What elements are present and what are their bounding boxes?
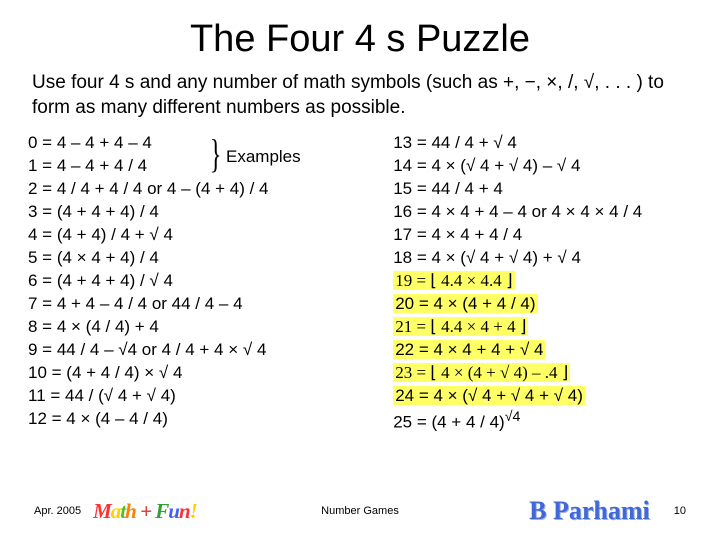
page-number: 10	[674, 505, 686, 517]
footer-date: Apr. 2005	[34, 505, 81, 517]
equation: 11 = 44 / (√ 4 + √ 4)	[28, 385, 393, 408]
slide-title: The Four 4 s Puzzle	[0, 0, 720, 61]
author-signature: B Parhami	[529, 496, 650, 526]
equation: 5 = (4 × 4 + 4) / 4	[28, 247, 393, 270]
equation: 2 = 4 / 4 + 4 / 4 or 4 – (4 + 4) / 4	[28, 178, 393, 201]
equation: 7 = 4 + 4 – 4 / 4 or 44 / 4 – 4	[28, 293, 393, 316]
mathfun-logo: Math + Fun!	[93, 499, 197, 524]
equation-hl: 21 = ⌊ 4.4 × 4 + 4 ⌋	[393, 316, 692, 339]
equation: 0 = 4 – 4 + 4 – 4	[28, 132, 393, 155]
equation: 10 = (4 + 4 / 4) × √ 4	[28, 362, 393, 385]
equation-hl: 24 = 4 × (√ 4 + √ 4 + √ 4)	[393, 385, 692, 408]
equation: 13 = 44 / 4 + √ 4	[393, 132, 692, 155]
equation-hl: 22 = 4 × 4 + 4 + √ 4	[393, 339, 692, 362]
equation-hl: 20 = 4 × (4 + 4 / 4)	[393, 293, 692, 316]
equation: 3 = (4 + 4 + 4) / 4	[28, 201, 393, 224]
footer: Apr. 2005 Math + Fun! Number Games B Par…	[0, 496, 720, 526]
left-column: } Examples 0 = 4 – 4 + 4 – 4 1 = 4 – 4 +…	[28, 132, 393, 434]
intro-text: Use four 4 s and any number of math symb…	[0, 61, 720, 120]
equation: 14 = 4 × (√ 4 + √ 4) – √ 4	[393, 155, 692, 178]
equation: 9 = 44 / 4 – √4 or 4 / 4 + 4 × √ 4	[28, 339, 393, 362]
equation: 4 = (4 + 4) / 4 + √ 4	[28, 224, 393, 247]
equation-hl: 23 = ⌊ 4 × (4 + √ 4) – .4 ⌋	[393, 362, 692, 385]
equation: 18 = 4 × (√ 4 + √ 4) + √ 4	[393, 247, 692, 270]
equation-hl: 19 = ⌊ 4.4 × 4.4 ⌋	[393, 270, 692, 293]
equation: 8 = 4 × (4 / 4) + 4	[28, 316, 393, 339]
equation: 1 = 4 – 4 + 4 / 4	[28, 155, 393, 178]
equation: 6 = (4 + 4 + 4) / √ 4	[28, 270, 393, 293]
equation: 12 = 4 × (4 – 4 / 4)	[28, 408, 393, 431]
equation: 17 = 4 × 4 + 4 / 4	[393, 224, 692, 247]
equation: 25 = (4 + 4 / 4)√4	[393, 408, 692, 435]
right-column: 13 = 44 / 4 + √ 4 14 = 4 × (√ 4 + √ 4) –…	[393, 132, 692, 434]
equation: 16 = 4 × 4 + 4 – 4 or 4 × 4 × 4 / 4	[393, 201, 692, 224]
footer-center: Number Games	[321, 505, 399, 517]
equation: 15 = 44 / 4 + 4	[393, 178, 692, 201]
content-columns: } Examples 0 = 4 – 4 + 4 – 4 1 = 4 – 4 +…	[0, 120, 720, 434]
